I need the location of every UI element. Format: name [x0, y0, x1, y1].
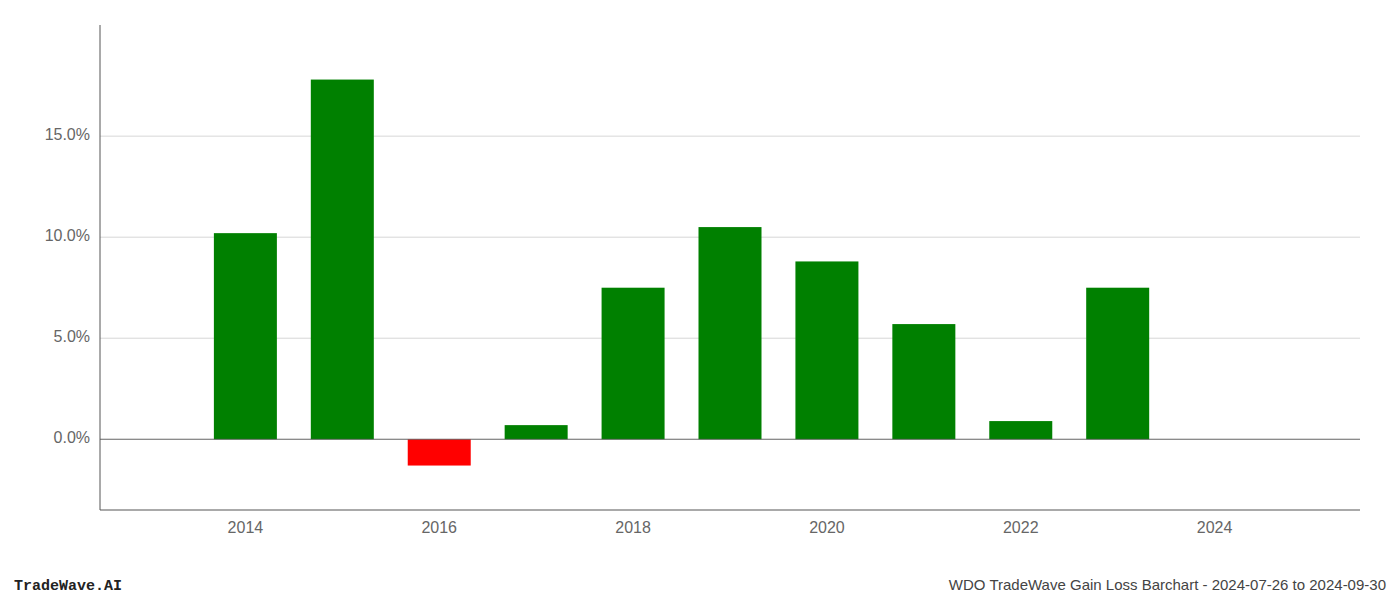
y-tick-label: 5.0% — [54, 328, 90, 345]
bar — [214, 233, 277, 439]
y-tick-label: 15.0% — [45, 126, 90, 143]
bar — [505, 425, 568, 439]
chart-svg: 0.0% 5.0% 10.0% 15.0% 2014 2016 2018 2020 2022 20… — [0, 0, 1400, 600]
grid-line — [100, 439, 1360, 440]
grid — [100, 136, 1360, 439]
footer-left: TradeWave.AI — [14, 578, 122, 595]
x-tick-label: 2024 — [1197, 519, 1233, 536]
bar — [699, 227, 762, 439]
x-tick-label: 2018 — [615, 519, 651, 536]
y-tick-label: 0.0% — [54, 429, 90, 446]
x-axis-line — [100, 510, 1360, 511]
x-tick-label: 2020 — [809, 519, 845, 536]
zero-line — [100, 439, 1360, 440]
bar — [1086, 288, 1149, 440]
bar — [989, 421, 1052, 439]
chart-container: 0.0% 5.0% 10.0% 15.0% 2014 2016 2018 2020 2022 20… — [0, 0, 1400, 600]
y-axis-line — [100, 25, 101, 510]
bar — [795, 261, 858, 439]
bar — [602, 288, 665, 440]
grid-line — [100, 136, 1360, 137]
y-tick-label: 10.0% — [45, 227, 90, 244]
bars — [214, 80, 1149, 466]
bar — [408, 439, 471, 465]
x-tick-label: 2016 — [421, 519, 457, 536]
x-tick-label: 2014 — [228, 519, 264, 536]
bar — [311, 80, 374, 440]
bar — [892, 324, 955, 439]
footer-right: WDO TradeWave Gain Loss Barchart - 2024-… — [949, 576, 1386, 593]
x-tick-label: 2022 — [1003, 519, 1039, 536]
